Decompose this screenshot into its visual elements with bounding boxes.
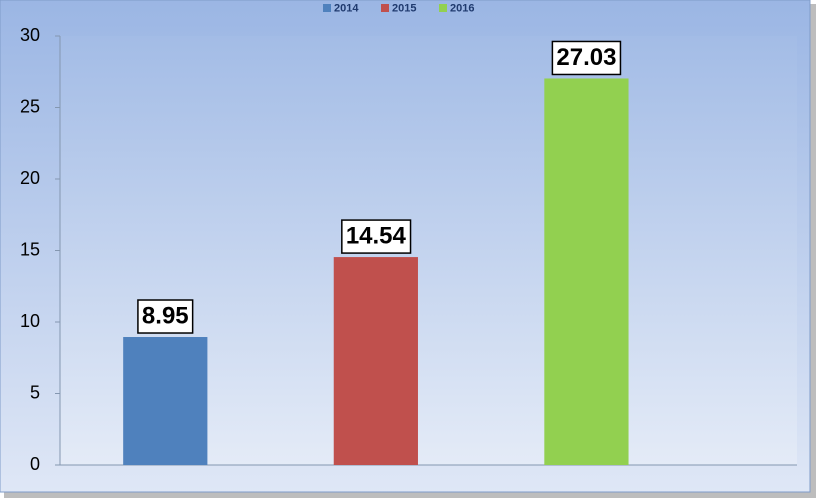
y-tick-label: 15	[20, 239, 40, 259]
data-label: 27.03	[556, 44, 616, 71]
y-tick-label: 0	[30, 454, 40, 474]
bar	[544, 78, 629, 465]
y-tick-label: 30	[20, 25, 40, 45]
bar	[123, 337, 208, 465]
legend-swatch	[323, 4, 331, 12]
data-label-box	[137, 299, 194, 334]
legend-label: 2016	[450, 2, 474, 14]
data-label-box	[341, 219, 412, 254]
bar	[333, 257, 418, 465]
legend-label: 2014	[334, 2, 359, 14]
y-tick-label: 5	[30, 382, 40, 402]
legend-label: 2015	[392, 2, 416, 14]
y-tick-label: 10	[20, 311, 40, 331]
y-tick-label: 25	[20, 96, 40, 116]
y-tick-label: 20	[20, 168, 40, 188]
data-label: 8.95	[142, 302, 189, 329]
data-label-box	[551, 40, 622, 76]
legend-swatch	[439, 4, 447, 12]
data-label: 14.54	[346, 222, 407, 249]
legend-swatch	[381, 4, 389, 12]
